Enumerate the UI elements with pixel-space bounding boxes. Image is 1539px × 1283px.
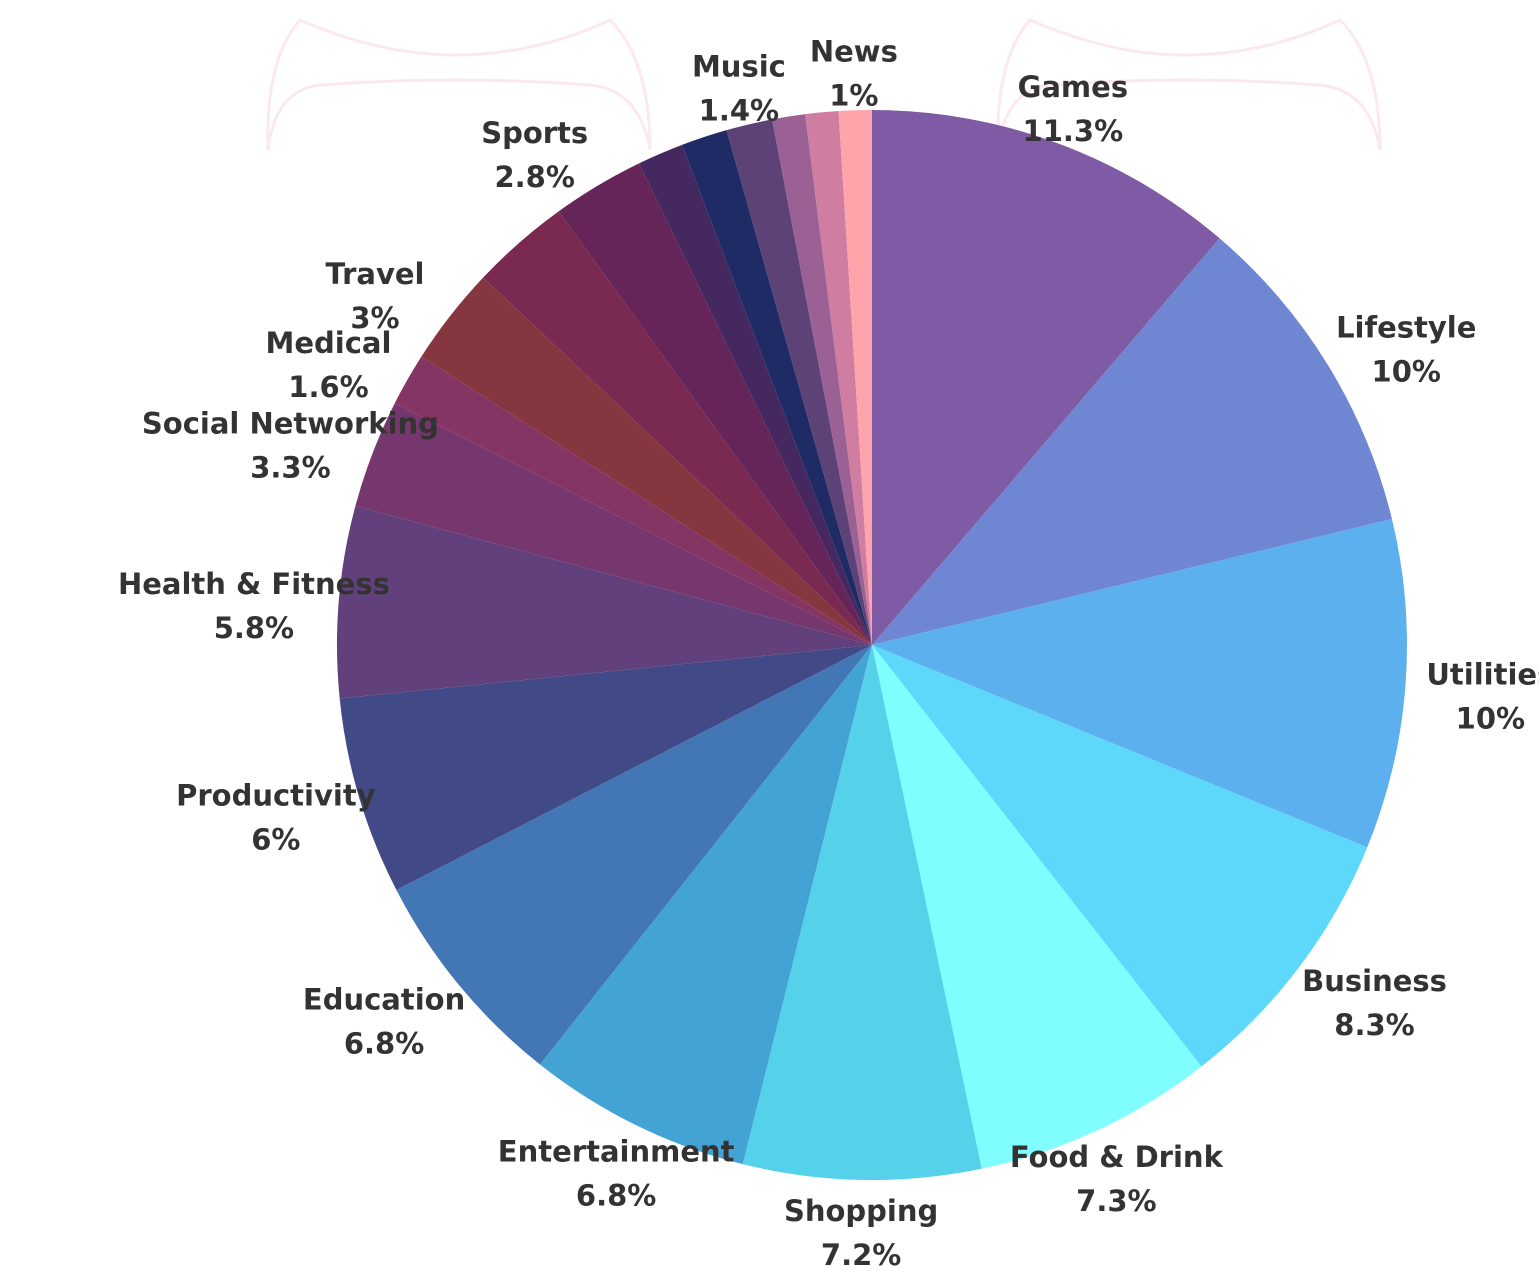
slice-category-label: Utilities	[1426, 658, 1539, 692]
slice-label-group: News 1%	[810, 34, 898, 112]
slice-percent-label: 11.3%	[1023, 114, 1124, 148]
slice-category-label: Food & Drink	[1010, 1140, 1224, 1174]
pie-labels: Games 11.3% Lifestyle 10% Utilities 10% Busine…	[118, 34, 1539, 1272]
pie-slice-news	[838, 110, 872, 645]
background-controller-icon	[266, 18, 652, 151]
pie-slice-entertainment	[539, 645, 872, 1165]
slice-percent-label: 1.4%	[699, 93, 779, 127]
slice-label-group: Shopping 7.2%	[784, 1194, 938, 1272]
slice-category-label: Medical	[266, 326, 392, 360]
slice-label-group: Entertainment 6.8%	[498, 1135, 735, 1213]
pie-slice-food-drink	[872, 645, 1202, 1169]
slice-label-group: Food & Drink 7.3%	[1010, 1140, 1224, 1218]
slice-label-group: Travel 3%	[326, 257, 425, 335]
slice-percent-label: 8.3%	[1334, 1008, 1414, 1042]
pie-slice-health-fitness	[337, 505, 873, 699]
pie-slice-education	[396, 645, 872, 1065]
slice-category-label: Entertainment	[498, 1135, 735, 1169]
slice-label-group: Music 1.4%	[692, 49, 786, 127]
pie-slice-music	[726, 119, 872, 645]
slice-category-label: Music	[692, 49, 786, 83]
slice-label-group: Productivity 6%	[176, 779, 376, 857]
slice-percent-label: 1%	[829, 78, 878, 112]
slice-category-label: Health & Fitness	[118, 567, 390, 601]
slice-label-group: Business 8.3%	[1302, 964, 1447, 1042]
pie-slice-unlabeled-13	[483, 211, 872, 645]
pie-slice-medical	[394, 356, 872, 645]
slice-category-label: Education	[303, 982, 465, 1016]
slice-label-group: Medical 1.6%	[266, 326, 392, 404]
slice-category-label: Travel	[326, 257, 425, 291]
slice-percent-label: 1.6%	[288, 370, 368, 404]
pie-slice-unlabeled-18	[772, 114, 872, 646]
pie-slice-unlabeled-15	[639, 144, 872, 645]
slice-percent-label: 7.2%	[821, 1238, 901, 1272]
slice-category-label: Shopping	[784, 1194, 938, 1228]
slice-category-label: Social Networking	[142, 406, 439, 440]
slice-category-label: Games	[1018, 70, 1129, 104]
slice-label-group: Health & Fitness 5.8%	[118, 567, 390, 645]
slice-percent-label: 6.8%	[576, 1179, 656, 1213]
slice-percent-label: 3%	[350, 301, 399, 335]
slice-label-group: Sports 2.8%	[481, 116, 588, 194]
pie-slice-productivity	[339, 645, 872, 890]
pie-slice-unlabeled-19	[805, 111, 872, 646]
slice-percent-label: 7.3%	[1076, 1184, 1156, 1218]
pie-slice-shopping	[742, 645, 982, 1181]
slice-label-group: Social Networking 3.3%	[142, 406, 439, 484]
slice-percent-label: 10%	[1372, 354, 1441, 388]
slice-percent-label: 10%	[1456, 702, 1525, 736]
pie-slice-lifestyle	[872, 238, 1392, 645]
slice-category-label: Productivity	[176, 779, 376, 813]
slice-percent-label: 6%	[251, 823, 300, 857]
pie-slice-travel	[421, 277, 872, 645]
pie-slice-games	[872, 110, 1220, 645]
pie-slice-sports	[558, 163, 872, 646]
slice-percent-label: 5.8%	[214, 611, 294, 645]
pie-slices	[337, 110, 1407, 1181]
slice-category-label: Lifestyle	[1336, 310, 1476, 344]
pie-slice-business	[872, 645, 1368, 1067]
slice-category-label: Sports	[481, 116, 588, 150]
background-controller-icon-right	[996, 18, 1382, 151]
slice-label-group: Education 6.8%	[303, 982, 465, 1060]
slice-percent-label: 2.8%	[494, 160, 574, 194]
pie-slice-utilities	[872, 518, 1407, 848]
slice-label-group: Lifestyle 10%	[1336, 310, 1476, 388]
slice-category-label: News	[810, 34, 898, 68]
slice-label-group: Games 11.3%	[1018, 70, 1129, 148]
slice-label-group: Utilities 10%	[1426, 658, 1539, 736]
slice-category-label: Business	[1302, 964, 1447, 998]
slice-percent-label: 3.3%	[250, 450, 330, 484]
pie-slice-social-networking	[355, 403, 872, 645]
slice-percent-label: 6.8%	[344, 1026, 424, 1060]
pie-slice-unlabeled-16	[682, 130, 872, 645]
